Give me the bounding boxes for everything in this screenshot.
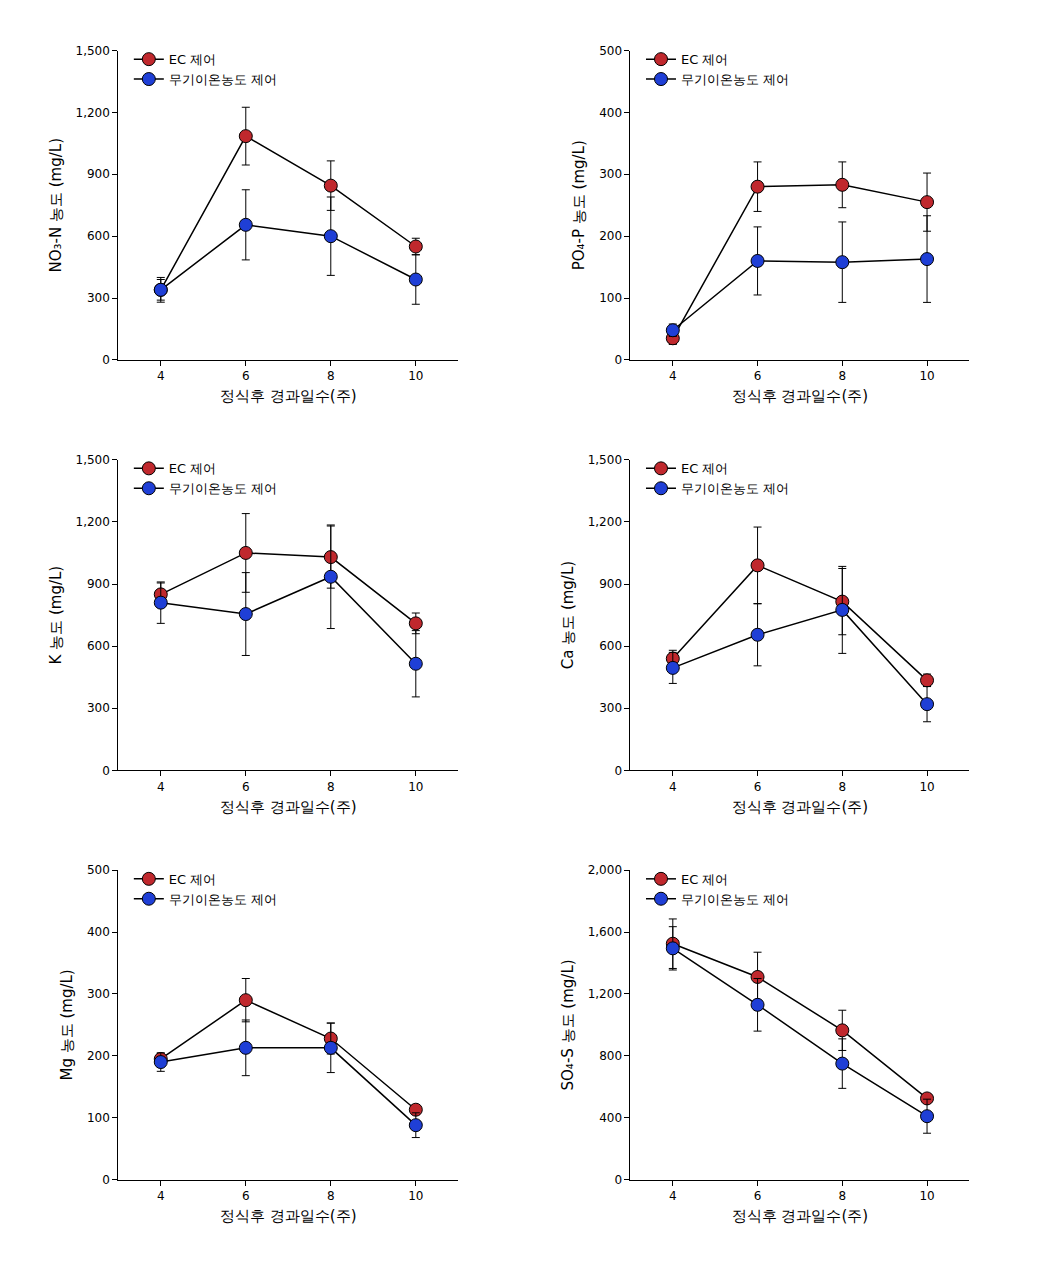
svg-text:EC 제어: EC 제어 bbox=[169, 461, 216, 476]
svg-text:900: 900 bbox=[599, 577, 622, 591]
svg-text:EC 제어: EC 제어 bbox=[681, 872, 728, 887]
svg-text:300: 300 bbox=[87, 987, 110, 1001]
svg-text:1,600: 1,600 bbox=[588, 925, 622, 939]
svg-text:400: 400 bbox=[87, 925, 110, 939]
svg-text:정식후 경과일수(주): 정식후 경과일수(주) bbox=[732, 1207, 868, 1225]
svg-text:1,200: 1,200 bbox=[76, 106, 110, 120]
svg-text:10: 10 bbox=[408, 1189, 423, 1203]
svg-text:무기이온농도 제어: 무기이온농도 제어 bbox=[169, 892, 277, 907]
svg-text:0: 0 bbox=[614, 1173, 622, 1187]
svg-text:1,200: 1,200 bbox=[588, 987, 622, 1001]
svg-text:800: 800 bbox=[599, 1049, 622, 1063]
svg-text:10: 10 bbox=[919, 369, 934, 383]
svg-text:600: 600 bbox=[599, 639, 622, 653]
svg-text:Ca 농도 (mg/L): Ca 농도 (mg/L) bbox=[559, 561, 577, 669]
svg-text:6: 6 bbox=[754, 1189, 762, 1203]
svg-text:4: 4 bbox=[157, 1189, 165, 1203]
svg-text:100: 100 bbox=[599, 291, 622, 305]
svg-text:600: 600 bbox=[87, 229, 110, 243]
svg-text:무기이온농도 제어: 무기이온농도 제어 bbox=[681, 892, 789, 907]
svg-text:1,200: 1,200 bbox=[588, 515, 622, 529]
svg-text:10: 10 bbox=[919, 780, 934, 794]
svg-text:정식후 경과일수(주): 정식후 경과일수(주) bbox=[732, 798, 868, 816]
svg-text:2,000: 2,000 bbox=[588, 863, 622, 877]
svg-text:8: 8 bbox=[838, 780, 846, 794]
svg-text:4: 4 bbox=[669, 780, 677, 794]
svg-text:6: 6 bbox=[242, 369, 250, 383]
svg-text:무기이온농도 제어: 무기이온농도 제어 bbox=[681, 72, 789, 87]
svg-text:200: 200 bbox=[599, 229, 622, 243]
svg-text:1,500: 1,500 bbox=[76, 44, 110, 58]
svg-text:900: 900 bbox=[87, 167, 110, 181]
svg-text:6: 6 bbox=[754, 369, 762, 383]
svg-text:0: 0 bbox=[102, 353, 110, 367]
svg-text:EC 제어: EC 제어 bbox=[681, 52, 728, 67]
svg-text:400: 400 bbox=[599, 106, 622, 120]
svg-text:10: 10 bbox=[408, 780, 423, 794]
svg-text:6: 6 bbox=[754, 780, 762, 794]
svg-text:10: 10 bbox=[919, 1189, 934, 1203]
svg-text:0: 0 bbox=[614, 764, 622, 778]
svg-text:400: 400 bbox=[599, 1111, 622, 1125]
svg-text:8: 8 bbox=[838, 1189, 846, 1203]
svg-text:8: 8 bbox=[327, 369, 335, 383]
svg-text:Mg 농도 (mg/L): Mg 농도 (mg/L) bbox=[58, 969, 76, 1080]
svg-text:0: 0 bbox=[102, 1173, 110, 1187]
svg-text:6: 6 bbox=[242, 780, 250, 794]
svg-text:4: 4 bbox=[157, 780, 165, 794]
svg-text:500: 500 bbox=[87, 863, 110, 877]
svg-text:정식후 경과일수(주): 정식후 경과일수(주) bbox=[732, 387, 868, 405]
svg-text:무기이온농도 제어: 무기이온농도 제어 bbox=[169, 481, 277, 496]
svg-text:300: 300 bbox=[87, 701, 110, 715]
svg-text:500: 500 bbox=[599, 44, 622, 58]
svg-text:1,500: 1,500 bbox=[76, 453, 110, 467]
svg-text:EC 제어: EC 제어 bbox=[169, 52, 216, 67]
svg-text:무기이온농도 제어: 무기이온농도 제어 bbox=[681, 481, 789, 496]
svg-text:정식후 경과일수(주): 정식후 경과일수(주) bbox=[220, 798, 356, 816]
svg-text:SO₄-S 농도 (mg/L): SO₄-S 농도 (mg/L) bbox=[559, 959, 577, 1090]
svg-text:10: 10 bbox=[408, 369, 423, 383]
svg-text:0: 0 bbox=[102, 764, 110, 778]
svg-text:4: 4 bbox=[157, 369, 165, 383]
svg-text:8: 8 bbox=[838, 369, 846, 383]
svg-text:무기이온농도 제어: 무기이온농도 제어 bbox=[169, 72, 277, 87]
svg-text:300: 300 bbox=[599, 167, 622, 181]
svg-text:PO₄-P 농도 (mg/L): PO₄-P 농도 (mg/L) bbox=[570, 140, 588, 270]
svg-text:900: 900 bbox=[87, 577, 110, 591]
svg-text:200: 200 bbox=[87, 1049, 110, 1063]
svg-text:600: 600 bbox=[87, 639, 110, 653]
svg-text:300: 300 bbox=[87, 291, 110, 305]
svg-text:300: 300 bbox=[599, 701, 622, 715]
svg-text:4: 4 bbox=[669, 1189, 677, 1203]
svg-text:정식후 경과일수(주): 정식후 경과일수(주) bbox=[220, 1207, 356, 1225]
svg-text:100: 100 bbox=[87, 1111, 110, 1125]
svg-text:8: 8 bbox=[327, 1189, 335, 1203]
svg-text:0: 0 bbox=[614, 353, 622, 367]
svg-text:1,200: 1,200 bbox=[76, 515, 110, 529]
svg-text:K 농도 (mg/L): K 농도 (mg/L) bbox=[47, 566, 65, 665]
svg-text:4: 4 bbox=[669, 369, 677, 383]
svg-text:NO₃-N 농도 (mg/L): NO₃-N 농도 (mg/L) bbox=[47, 138, 65, 272]
svg-text:EC 제어: EC 제어 bbox=[681, 461, 728, 476]
svg-text:6: 6 bbox=[242, 1189, 250, 1203]
svg-text:정식후 경과일수(주): 정식후 경과일수(주) bbox=[220, 387, 356, 405]
svg-text:EC 제어: EC 제어 bbox=[169, 872, 216, 887]
svg-text:8: 8 bbox=[327, 780, 335, 794]
svg-text:1,500: 1,500 bbox=[588, 453, 622, 467]
